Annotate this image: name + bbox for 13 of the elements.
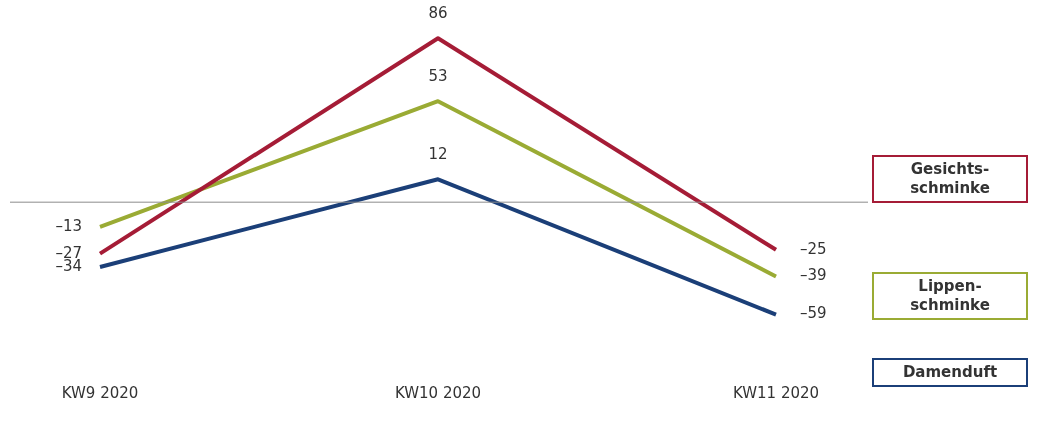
text: Damenduft	[901, 363, 999, 382]
data-label: –13	[55, 216, 82, 235]
x-tick-label: KW11 2020	[732, 383, 820, 402]
data-label: 12	[428, 145, 448, 164]
data-label: –39	[800, 266, 827, 285]
text: Lippen-schminke	[909, 277, 991, 315]
x-tick-label: KW10 2020	[394, 383, 482, 402]
x-tick-label: KW9 2020	[61, 383, 139, 402]
text: Gesichts-schminke	[909, 160, 991, 198]
data-label: –25	[800, 239, 827, 258]
data-label: 53	[428, 67, 448, 86]
data-label: –59	[800, 304, 827, 323]
data-label: 86	[428, 4, 448, 23]
